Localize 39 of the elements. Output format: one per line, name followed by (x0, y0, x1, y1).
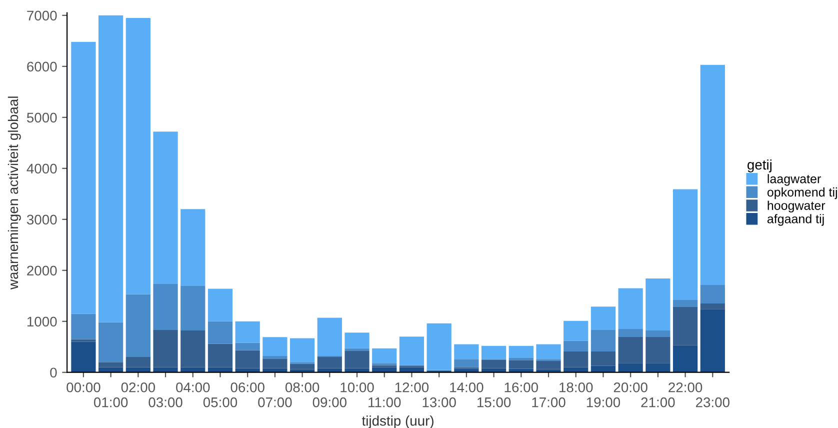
x-tick-label: 00:00 (66, 382, 100, 392)
x-tick-label: 03:00 (148, 397, 182, 408)
x-tick-label: 06:00 (230, 382, 264, 392)
x-tick-label: 13:00 (422, 397, 456, 408)
x-tick-label: 22:00 (668, 382, 702, 392)
x-tick-label: 01:00 (94, 397, 128, 408)
legend-label: opkomend tij (767, 187, 837, 200)
x-tick-label: 14:00 (450, 382, 484, 392)
x-tick-label: 07:00 (258, 397, 292, 408)
x-tick-label: 23:00 (696, 397, 730, 408)
x-tick-label: 12:00 (395, 382, 429, 392)
x-tick-label: 05:00 (203, 397, 238, 408)
y-tick-label: 3000 (26, 214, 57, 225)
legend-label: afgaand tij (767, 214, 824, 226)
x-tick-label: 08:00 (285, 382, 320, 392)
y-tick-label: 6000 (27, 62, 57, 72)
x-tick-label: 19:00 (586, 397, 620, 408)
x-tick-label: 10:00 (340, 382, 374, 392)
y-tick-label: 1000 (27, 316, 57, 327)
y-tick-label: 0 (50, 368, 57, 378)
legend-label: laagwater (768, 174, 821, 186)
legend-title: getij (748, 159, 772, 172)
x-tick-label: 17:00 (532, 397, 566, 408)
x-tick-label: 11:00 (368, 397, 401, 408)
x-axis-title: tijdstip (uur) (362, 416, 434, 428)
x-tick-label: 04:00 (176, 382, 210, 392)
y-tick-label: 7000 (27, 10, 57, 21)
y-axis-title: waarnemingen activiteit globaal (8, 96, 21, 290)
y-tick-label: 5000 (26, 112, 57, 123)
x-tick-label: 18:00 (560, 382, 593, 392)
legend-label: hoogwater (768, 200, 826, 212)
y-tick-label: 4000 (26, 164, 57, 174)
x-tick-label: 16:00 (504, 382, 538, 392)
x-tick-label: 20:00 (614, 382, 648, 392)
y-tick-label: 2000 (27, 266, 57, 276)
x-tick-label: 09:00 (312, 397, 346, 408)
x-tick-label: 21:00 (641, 397, 675, 408)
x-tick-label: 02:00 (121, 382, 156, 392)
x-tick-label: 15:00 (477, 397, 511, 408)
